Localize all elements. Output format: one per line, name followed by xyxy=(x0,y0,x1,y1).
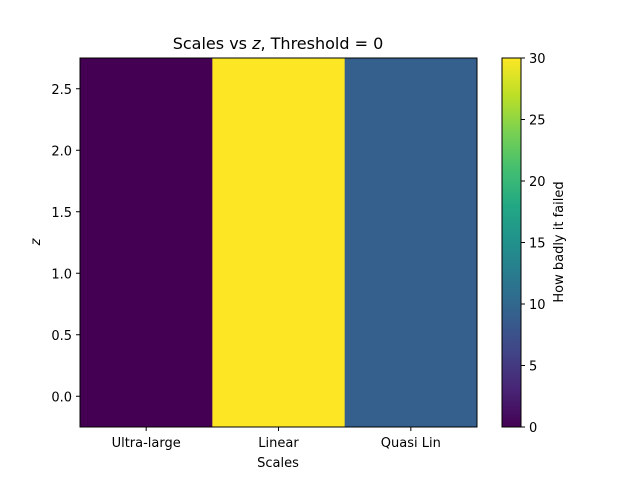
y-tick-label: 1.5 xyxy=(51,206,72,221)
colorbar-tick-label: 0 xyxy=(529,421,537,436)
colorbar-tick-label: 5 xyxy=(529,360,537,375)
x-axis-label: Scales xyxy=(257,456,299,471)
x-tick-label: Ultra-large xyxy=(112,436,181,451)
heatmap-cells xyxy=(80,58,478,427)
colorbar-ticks: 0 5 10 15 20 25 30 xyxy=(521,52,546,436)
x-tick-label: Linear xyxy=(258,436,299,451)
x-axis-ticks: Ultra-large Linear Quasi Lin xyxy=(112,427,441,451)
colorbar-tick-label: 25 xyxy=(529,114,546,129)
y-axis-ticks: 0.0 0.5 1.0 1.5 2.0 2.5 xyxy=(51,83,80,405)
y-tick-label: 2.0 xyxy=(51,144,72,159)
heatmap-cell-linear xyxy=(212,58,346,427)
heatmap-cell-quasi-lin xyxy=(344,58,478,427)
x-tick-label: Quasi Lin xyxy=(381,436,441,451)
colorbar-tick-label: 15 xyxy=(529,237,546,252)
y-axis-label: z xyxy=(29,237,44,246)
colorbar-tick-label: 30 xyxy=(529,52,546,67)
y-tick-label: 2.5 xyxy=(51,83,72,98)
y-tick-label: 0.5 xyxy=(51,329,72,344)
colorbar-tick-label: 20 xyxy=(529,175,546,190)
chart-title: Scales vs z, Threshold = 0 xyxy=(173,34,384,53)
colorbar-tick-label: 10 xyxy=(529,298,546,313)
colorbar xyxy=(501,57,522,428)
y-tick-label: 1.0 xyxy=(51,267,72,282)
colorbar-label: How badly it failed xyxy=(552,181,567,302)
heatmap-cell-ultra-large xyxy=(80,58,213,427)
y-tick-label: 0.0 xyxy=(51,390,72,405)
